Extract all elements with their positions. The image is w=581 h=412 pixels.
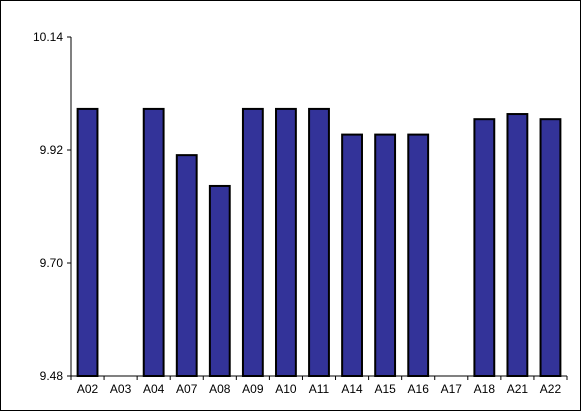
bars <box>76 107 562 378</box>
y-tick-label: 9.92 <box>40 143 64 157</box>
x-tick-label: A18 <box>474 382 496 396</box>
x-tick-label: A11 <box>309 382 330 396</box>
y-axis-ticks: 9.48 9.70 9.92 10.14 <box>33 30 71 383</box>
bar-a04 <box>142 107 165 377</box>
bar-a02 <box>76 107 99 377</box>
bar-a21 <box>506 113 529 378</box>
y-tick-label: 9.70 <box>40 256 64 270</box>
bar-a10 <box>275 107 297 377</box>
x-tick-label: A21 <box>507 382 529 396</box>
x-tick-label: A08 <box>209 382 231 396</box>
x-tick-label: A07 <box>176 382 198 396</box>
bar-a09 <box>241 107 264 377</box>
x-axis-ticks: A02 A03 A04 A07 A08 A09 A10 A11 A14 A15 A16 A17 A18 A… <box>70 376 568 396</box>
x-tick-label: A03 <box>110 382 132 396</box>
bar-a11 <box>308 107 330 377</box>
x-tick-label: A02 <box>77 382 99 396</box>
x-tick-label: A09 <box>242 382 264 396</box>
bar-a18 <box>473 118 496 377</box>
x-tick-label: A15 <box>374 382 396 396</box>
bar-a14 <box>341 133 363 377</box>
x-tick-label: A22 <box>540 382 562 396</box>
bar-a07 <box>175 154 198 377</box>
bar-a22 <box>539 118 562 377</box>
x-tick-label: A14 <box>341 382 363 396</box>
y-tick-label: 10.14 <box>33 30 63 44</box>
x-tick-label: A17 <box>441 382 463 396</box>
x-tick-label: A10 <box>275 382 297 396</box>
y-tick-label: 9.48 <box>40 369 64 383</box>
x-tick-label: A04 <box>143 382 165 396</box>
bar-a15 <box>374 133 397 377</box>
x-tick-label: A16 <box>408 382 430 396</box>
bar-a16 <box>407 133 430 377</box>
bar-a08 <box>208 184 231 377</box>
